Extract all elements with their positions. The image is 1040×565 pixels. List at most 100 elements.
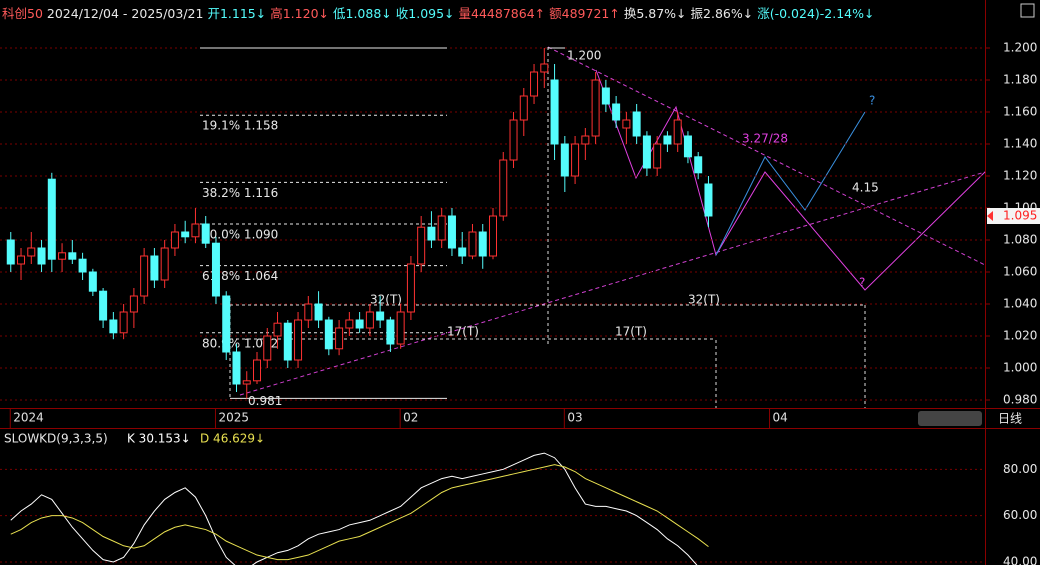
annotation: 4.15 [852, 181, 879, 195]
candle-body [683, 135, 692, 158]
y-tick-label: 1.180 [1003, 73, 1037, 87]
indicator-line [10, 464, 709, 561]
candle-body [47, 178, 56, 260]
indicator-k-label: K 30.153↓ [127, 432, 191, 446]
candle-body [560, 143, 569, 177]
last-price-box [987, 208, 1040, 224]
trend-lines [229, 46, 986, 408]
annotation: 3.27/28 [742, 132, 788, 146]
indicator-line [10, 452, 698, 565]
fib-label: 19.1% 1.158 [202, 119, 278, 133]
candle-body [694, 156, 703, 174]
quote-field: 低1.088↓ [333, 6, 392, 21]
candle-body [509, 119, 518, 161]
candle-body [181, 231, 190, 238]
quote-field: 换5.87%↓ [623, 6, 687, 21]
candle-body [632, 111, 641, 137]
x-tick-label: 2025 [218, 411, 249, 425]
candle-body [191, 223, 200, 238]
candle-body [99, 290, 108, 321]
candle-body [468, 231, 477, 257]
candle-body [201, 223, 210, 244]
candle-body [478, 231, 487, 257]
candle-body [345, 319, 354, 329]
candle-body [88, 271, 97, 292]
candle-body [294, 319, 303, 361]
candle-body [119, 311, 128, 334]
candle-body [324, 319, 333, 350]
indicator-name: SLOWKD(9,3,3,5) [4, 432, 108, 446]
candle-body [242, 380, 251, 385]
candle-body [612, 103, 621, 121]
annotation: 17(T) [615, 325, 647, 339]
x-tick-label: 02 [403, 411, 418, 425]
candle-body [27, 247, 36, 257]
trend-line [547, 46, 986, 266]
candle-body [129, 295, 138, 313]
candle-body [140, 255, 149, 297]
candle-body [58, 252, 67, 260]
quote-field: 量44487864↑ [458, 6, 546, 21]
candle-body [458, 247, 467, 257]
candle-body [530, 71, 539, 97]
y-tick-label: 60.00 [1003, 508, 1037, 522]
candle-body [263, 335, 272, 361]
candle-body [253, 359, 262, 382]
quote-field: 收1.095↓ [395, 6, 455, 21]
candle-body [17, 255, 26, 265]
candle-body [499, 159, 508, 217]
candle-body [376, 311, 385, 321]
candle-body [427, 226, 436, 241]
x-tick-label: 03 [567, 411, 582, 425]
y-tick-label: 1.000 [1003, 361, 1037, 375]
quote-field: 额489721↑ [549, 6, 620, 21]
y-tick-label: 1.200 [1003, 41, 1037, 55]
candle-body [437, 215, 446, 241]
fib-label: 50.0% 1.090 [202, 228, 278, 242]
y-tick-label: 1.120 [1003, 169, 1037, 183]
y-tick-label: 1.080 [1003, 233, 1037, 247]
candle-body [6, 239, 15, 265]
candle-body [222, 295, 231, 353]
candle-body [673, 119, 682, 145]
candle-body [519, 95, 528, 121]
wave-line [715, 111, 866, 256]
candle-body [447, 215, 456, 249]
candle-body [170, 231, 179, 249]
candle-body [386, 319, 395, 345]
candle-body [273, 322, 282, 337]
trend-line [239, 171, 986, 396]
candle-body [150, 255, 159, 281]
fib-label: 0.981 [248, 394, 282, 408]
y-tick-label: 1.140 [1003, 137, 1037, 151]
y-tick-label: 1.060 [1003, 265, 1037, 279]
quote-field: 涨(-0.024)-2.14%↓ [757, 6, 875, 21]
y-tick-label: 80.00 [1003, 462, 1037, 476]
indicator-d-label: D 46.629↓ [200, 432, 265, 446]
window-icon[interactable] [1020, 3, 1035, 18]
x-tick-label: 2024 [13, 411, 44, 425]
candle-body [314, 303, 323, 321]
candle-body [622, 119, 631, 129]
quote-field: 2024/12/04 - 2025/03/21 [46, 6, 204, 21]
y-tick-label: 0.980 [1003, 393, 1037, 407]
candle-body [365, 311, 374, 329]
last-price-arrow [987, 211, 993, 221]
fib-levels: 1.200 19.1% 1.158 38.2% 1.116 50.0% 1.090 61… [200, 47, 601, 408]
annotation: ? [859, 276, 865, 290]
candle-body [232, 351, 241, 385]
candle-body [663, 135, 672, 145]
annotation: ? [869, 94, 875, 108]
candle-body [489, 215, 497, 257]
scroll-button[interactable] [918, 411, 982, 426]
fib-label: 80.9% 1.022 [202, 336, 278, 350]
candle-body [571, 143, 580, 177]
quote-field: 高1.120↓ [270, 6, 329, 21]
y-tick-label: 1.160 [1003, 105, 1037, 119]
period-button[interactable]: 日线 [998, 412, 1022, 426]
fib-label: 61.8% 1.064 [202, 269, 278, 283]
candle-body [550, 79, 559, 145]
fib-label: 38.2% 1.116 [202, 186, 278, 200]
